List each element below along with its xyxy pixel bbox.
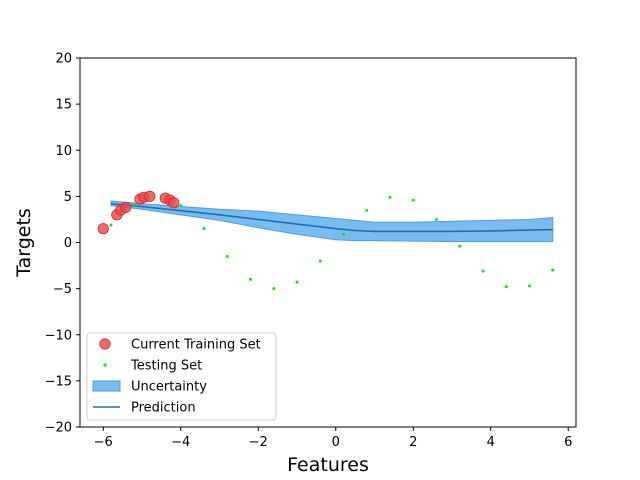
y-tick-label: 10 <box>55 144 72 159</box>
y-tick-label: 0 <box>64 236 72 251</box>
x-tick-label: −2 <box>249 435 268 450</box>
testing-point <box>342 232 345 236</box>
training-point <box>97 223 109 235</box>
legend-label: Current Training Set <box>131 338 261 353</box>
testing-point <box>295 280 299 284</box>
x-tick-label: 0 <box>332 435 340 450</box>
legend-box <box>86 332 277 421</box>
testing-point <box>202 227 206 231</box>
training-point <box>120 201 132 214</box>
x-tick-label: −4 <box>171 435 190 450</box>
testing-point <box>528 284 531 288</box>
x-tick-label: 6 <box>564 435 572 450</box>
testing-point <box>435 217 438 221</box>
legend-testing-marker <box>103 363 107 367</box>
legend-training-marker <box>99 338 111 350</box>
training-point <box>144 190 156 202</box>
testing-point <box>458 244 462 248</box>
y-tick-label: −20 <box>45 421 72 436</box>
y-axis-title: Targets <box>13 208 35 278</box>
testing-point <box>272 287 276 291</box>
testing-point <box>551 268 555 272</box>
legend-label: Testing Set <box>130 359 202 374</box>
y-tick-label: 20 <box>55 52 72 67</box>
y-tick-label: −10 <box>45 328 72 343</box>
y-tick-label: −15 <box>45 374 72 389</box>
legend-label: Uncertainty <box>131 380 207 395</box>
testing-point <box>365 208 369 212</box>
y-tick-label: 5 <box>64 190 72 205</box>
testing-point <box>318 259 322 263</box>
x-axis-title: Features <box>287 454 369 476</box>
testing-point <box>132 203 136 207</box>
legend-uncertainty-patch <box>92 380 121 392</box>
y-tick-label: −5 <box>53 282 72 297</box>
testing-point <box>109 223 113 227</box>
testing-point <box>388 195 392 199</box>
legend: Current Training Set Testing Set Uncertain… <box>86 332 277 421</box>
testing-point <box>225 254 229 258</box>
plot-area <box>97 190 555 291</box>
testing-point <box>179 204 183 208</box>
testing-point <box>411 198 415 202</box>
training-point <box>168 197 180 209</box>
testing-point <box>249 277 252 281</box>
y-tick-label: 15 <box>55 98 72 113</box>
x-tick-label: −6 <box>94 435 113 450</box>
testing-point <box>481 269 485 273</box>
x-tick-label: 4 <box>487 435 495 450</box>
x-tick-label: 2 <box>409 435 417 450</box>
legend-label: Prediction <box>131 401 196 416</box>
prediction-line <box>110 202 553 233</box>
testing-point <box>504 285 508 289</box>
